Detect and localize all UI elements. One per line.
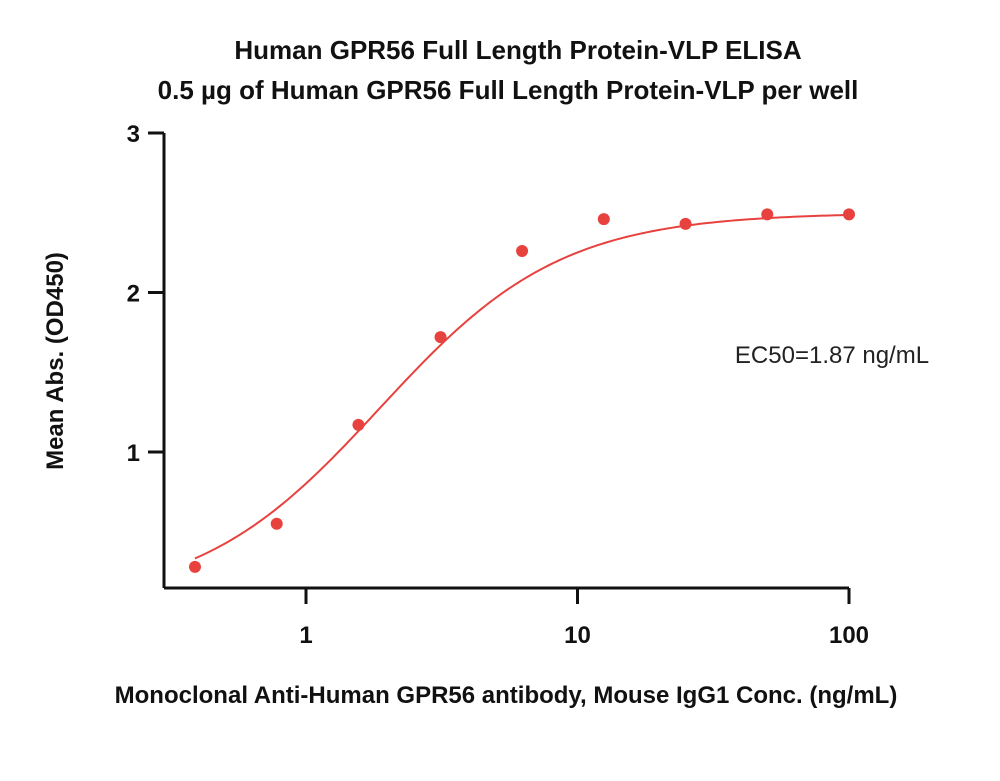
x-axis: 1 10 100	[164, 586, 869, 649]
x-tick-label: 100	[829, 622, 869, 649]
y-tick-label: 1	[127, 440, 140, 467]
y-axis-title: Mean Abs. (OD450)	[42, 252, 69, 470]
data-point	[352, 418, 365, 431]
data-point	[761, 208, 774, 221]
y-tick-label: 3	[127, 121, 140, 148]
data-point	[843, 208, 855, 221]
chart-title: Human GPR56 Full Length Protein-VLP ELIS…	[234, 35, 801, 65]
data-point	[188, 560, 201, 573]
fit-curve	[194, 213, 850, 560]
chart-subtitle: 0.5 µg of Human GPR56 Full Length Protei…	[158, 75, 859, 105]
x-tick-label: 10	[564, 622, 591, 649]
data-points	[188, 208, 855, 573]
data-point	[679, 217, 692, 230]
ec50-annotation: EC50=1.87 ng/mL	[735, 342, 929, 369]
y-axis: 1 2 3	[127, 121, 166, 588]
data-point	[516, 245, 529, 258]
data-point	[597, 213, 610, 226]
data-point	[270, 517, 283, 530]
x-tick-label: 1	[299, 622, 312, 649]
y-tick-label: 2	[127, 281, 140, 308]
data-point	[434, 331, 447, 344]
x-axis-title: Monoclonal Anti-Human GPR56 antibody, Mo…	[115, 682, 898, 709]
